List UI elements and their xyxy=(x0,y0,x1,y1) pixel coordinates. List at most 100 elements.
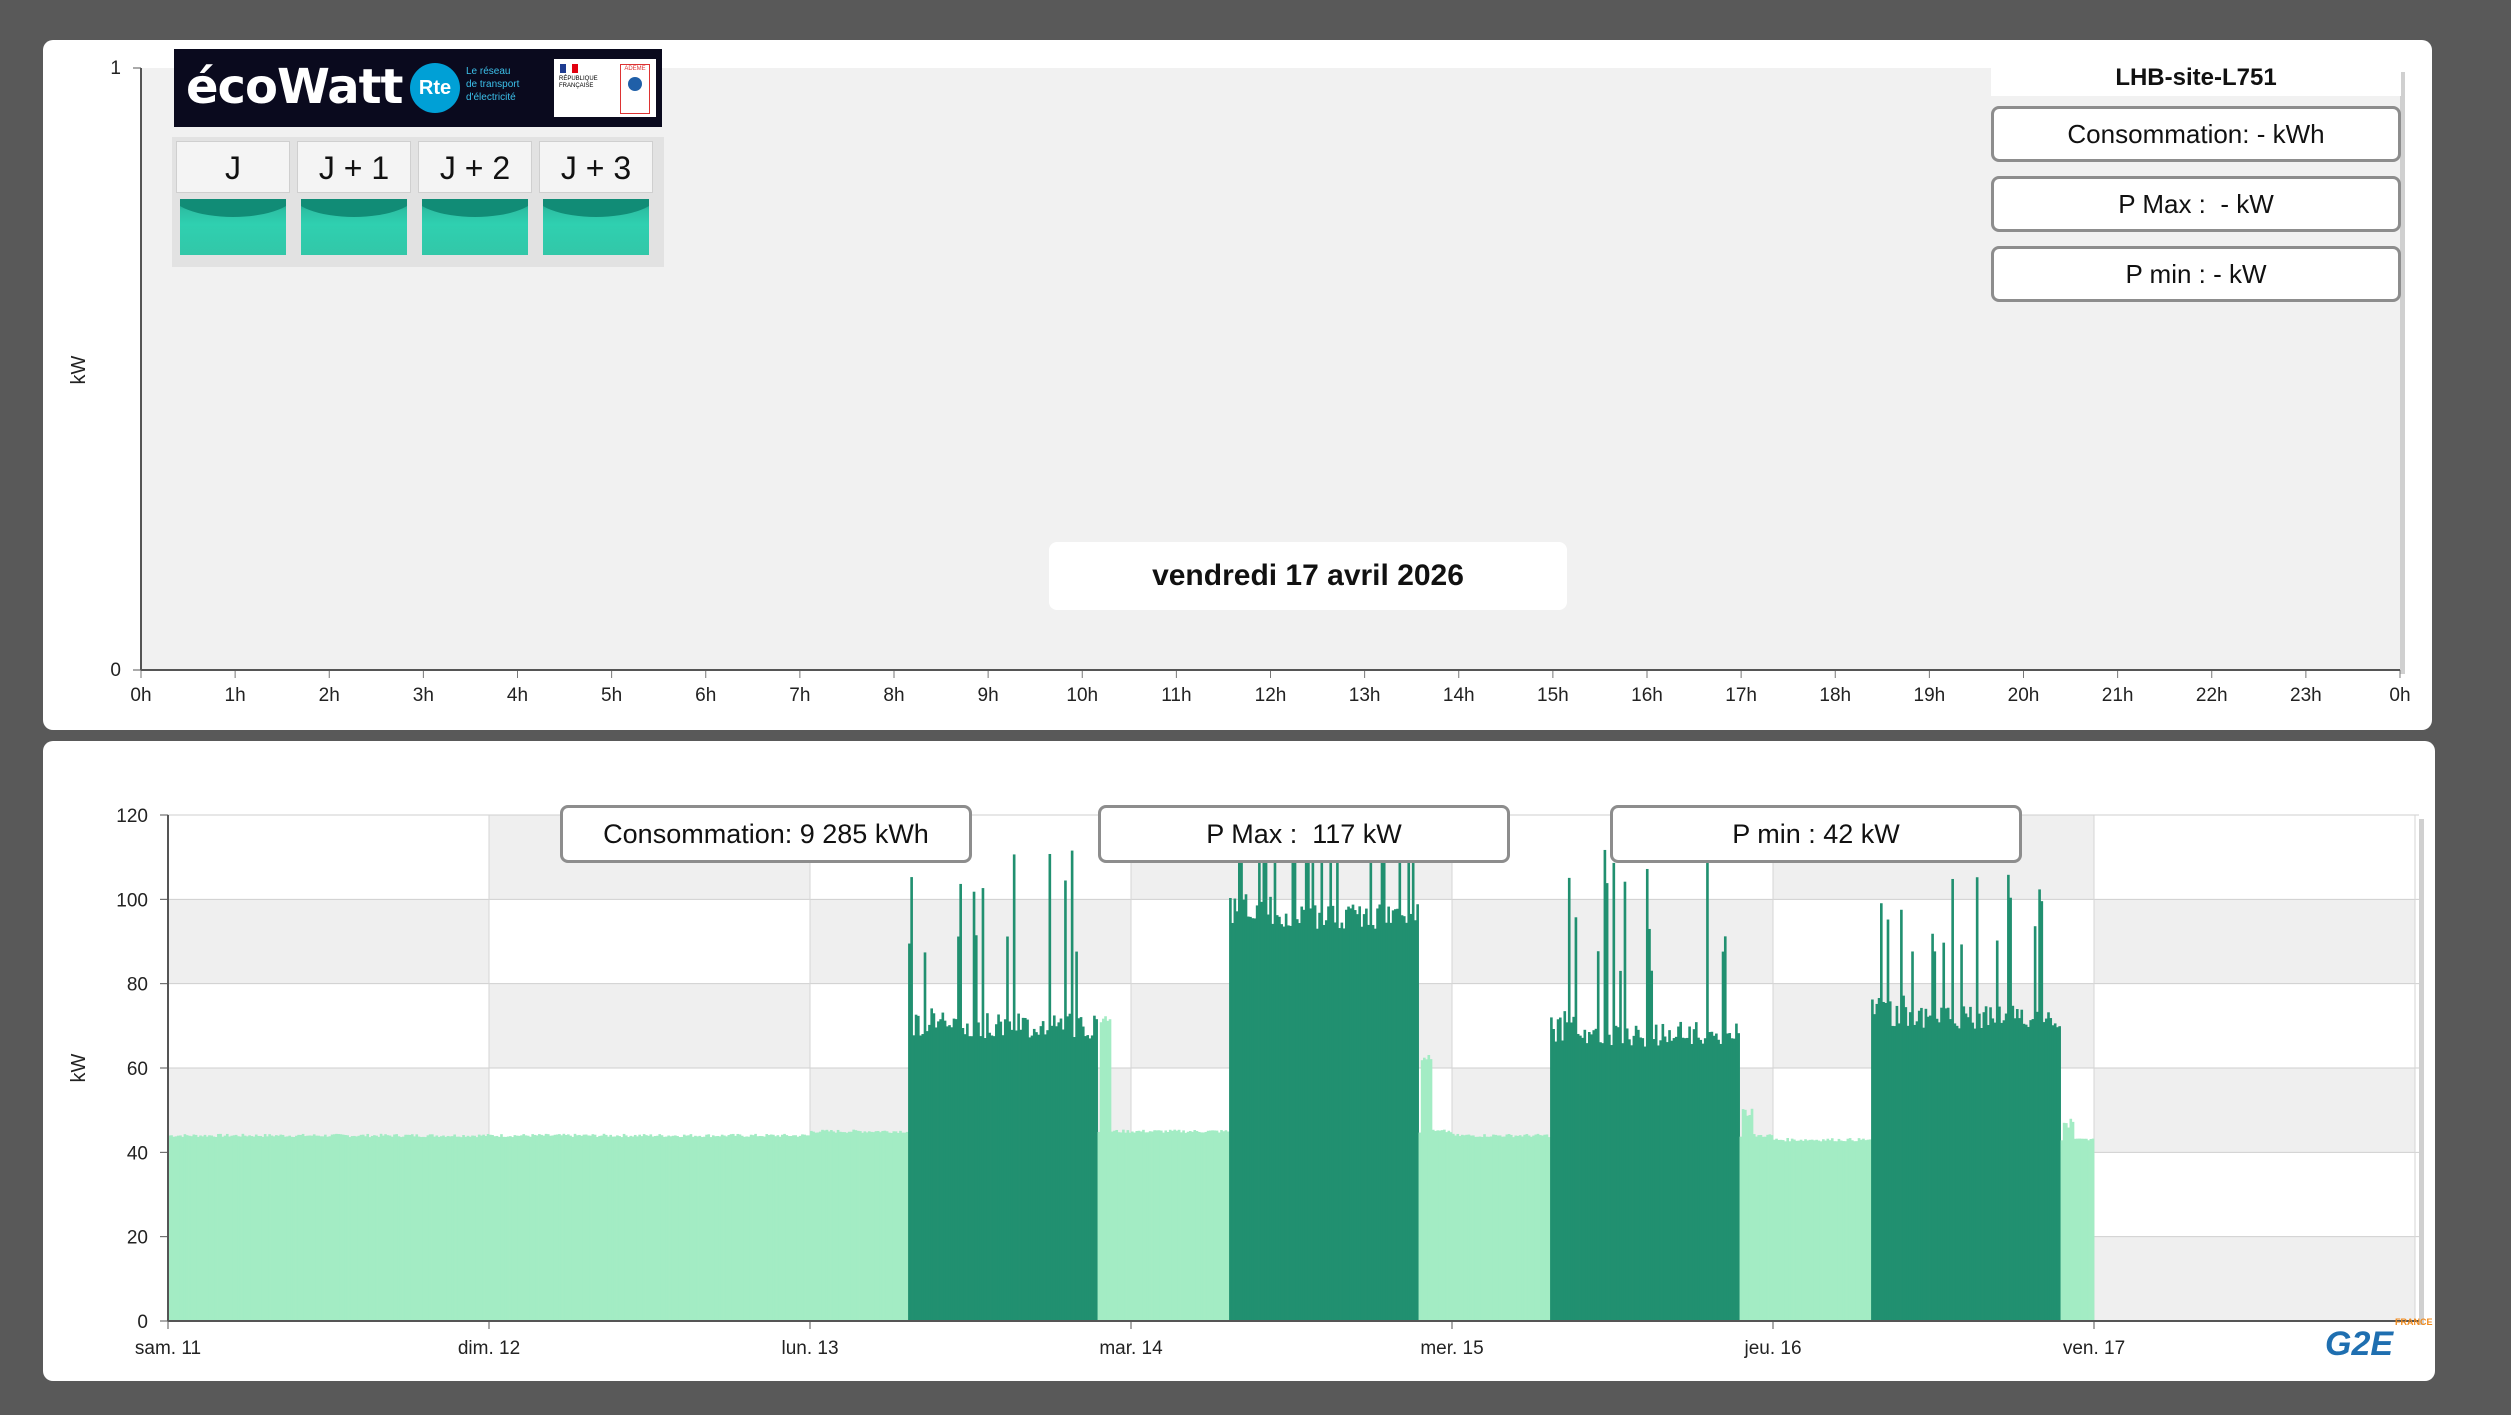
bar-base xyxy=(1770,1135,1774,1321)
bar-working xyxy=(2009,897,2012,1321)
bar-base xyxy=(841,1132,844,1321)
grid-cell xyxy=(2094,1152,2415,1237)
bar-working xyxy=(1621,1043,1625,1321)
bar-working xyxy=(1327,906,1330,1321)
bar-base xyxy=(810,1130,813,1321)
bar-working xyxy=(914,1014,918,1321)
bar-base xyxy=(758,1135,762,1321)
bar-base xyxy=(502,1136,506,1321)
bar-working xyxy=(1877,998,1881,1321)
bar-base xyxy=(600,1135,604,1321)
bar-base xyxy=(1209,1130,1212,1321)
bar-working xyxy=(1320,853,1324,1321)
bar-base xyxy=(794,1135,798,1321)
bar-base xyxy=(1427,1054,1431,1321)
bar-working xyxy=(1657,1045,1660,1321)
bar-base xyxy=(1862,1138,1865,1321)
bar-base xyxy=(337,1134,341,1321)
bar-base xyxy=(1425,1059,1428,1321)
bar-base xyxy=(642,1134,646,1321)
bar-base xyxy=(636,1136,639,1321)
bar-base xyxy=(1438,1130,1442,1321)
bar-working xyxy=(1991,1018,1995,1321)
bar-base xyxy=(250,1136,254,1321)
bar-base xyxy=(246,1136,249,1321)
bar-working xyxy=(2015,1009,2019,1321)
bar-base xyxy=(827,1131,831,1321)
bar-working xyxy=(1995,940,1999,1321)
bar-base xyxy=(1456,1133,1460,1321)
bar-base xyxy=(1833,1141,1836,1321)
bar-working xyxy=(1554,1041,1558,1321)
x-tick-label: 0h xyxy=(2389,685,2410,706)
bar-base xyxy=(375,1135,378,1321)
bar-base xyxy=(899,1130,902,1321)
bar-base xyxy=(1764,1136,1767,1321)
bar-base xyxy=(228,1136,231,1321)
bar-base xyxy=(1166,1132,1170,1321)
bar-base xyxy=(208,1135,211,1321)
bar-base xyxy=(435,1135,439,1321)
x-tick-label: 20h xyxy=(2008,685,2040,706)
bar-working xyxy=(952,1018,956,1321)
x-tick-label: 10h xyxy=(1066,685,1098,706)
bar-base xyxy=(1507,1134,1511,1321)
bar-base xyxy=(2071,1121,2075,1321)
bar-working xyxy=(1026,1019,1029,1321)
bar-base xyxy=(852,1129,855,1321)
bar-base xyxy=(457,1136,461,1321)
bar-working xyxy=(2051,1025,2055,1321)
bar-working xyxy=(1732,1038,1736,1321)
bar-base xyxy=(513,1135,517,1321)
x-tick-label: lun. 13 xyxy=(781,1338,838,1359)
x-tick-label: 5h xyxy=(601,685,622,706)
bar-base xyxy=(1857,1138,1861,1321)
bar-working xyxy=(1737,1033,1740,1321)
bar-working xyxy=(999,1021,1003,1321)
bar-working xyxy=(995,1024,998,1321)
bar-working xyxy=(1376,908,1379,1321)
bar-base xyxy=(181,1136,185,1321)
bar-base xyxy=(872,1132,876,1321)
date-label: vendredi 17 avril 2026 xyxy=(1049,542,1567,610)
bar-base xyxy=(551,1135,555,1321)
bar-base xyxy=(529,1136,532,1321)
bar-base xyxy=(774,1136,777,1321)
bar-working xyxy=(1679,1021,1683,1321)
bar-base xyxy=(1106,1020,1110,1321)
bar-working xyxy=(2031,1019,2035,1321)
x-tick-label: 18h xyxy=(1819,685,1851,706)
bar-working xyxy=(1260,901,1263,1321)
bar-base xyxy=(468,1136,472,1321)
bar-base xyxy=(602,1133,606,1321)
bar-working xyxy=(992,1036,996,1321)
bar-working xyxy=(1984,1006,1988,1321)
bar-working xyxy=(1068,1013,1072,1321)
bar-base xyxy=(1514,1135,1518,1321)
bar-base xyxy=(1781,1140,1785,1321)
bar-base xyxy=(295,1135,298,1321)
bar-base xyxy=(573,1133,577,1321)
bar-base xyxy=(288,1135,292,1321)
bar-working xyxy=(1688,1026,1691,1321)
bar-base xyxy=(631,1136,635,1321)
bar-base xyxy=(1748,1114,1752,1321)
bar-working xyxy=(1238,856,1241,1321)
bar-base xyxy=(660,1135,664,1321)
bar-base xyxy=(1808,1139,1812,1321)
bar-base xyxy=(393,1134,396,1321)
bar-base xyxy=(366,1133,370,1321)
bar-working xyxy=(917,1015,920,1321)
bar-base xyxy=(1452,1133,1455,1321)
bar-base xyxy=(1866,1139,1870,1321)
bar-base xyxy=(747,1136,751,1321)
bar-base xyxy=(1793,1139,1796,1321)
bar-base xyxy=(662,1136,666,1321)
bar-base xyxy=(168,1135,171,1321)
bar-working xyxy=(1579,1035,1582,1321)
bar-base xyxy=(382,1135,385,1321)
bar-base xyxy=(1443,1129,1446,1321)
bar-base xyxy=(607,1136,610,1321)
bar-base xyxy=(1516,1135,1520,1321)
bar-base xyxy=(667,1135,670,1321)
